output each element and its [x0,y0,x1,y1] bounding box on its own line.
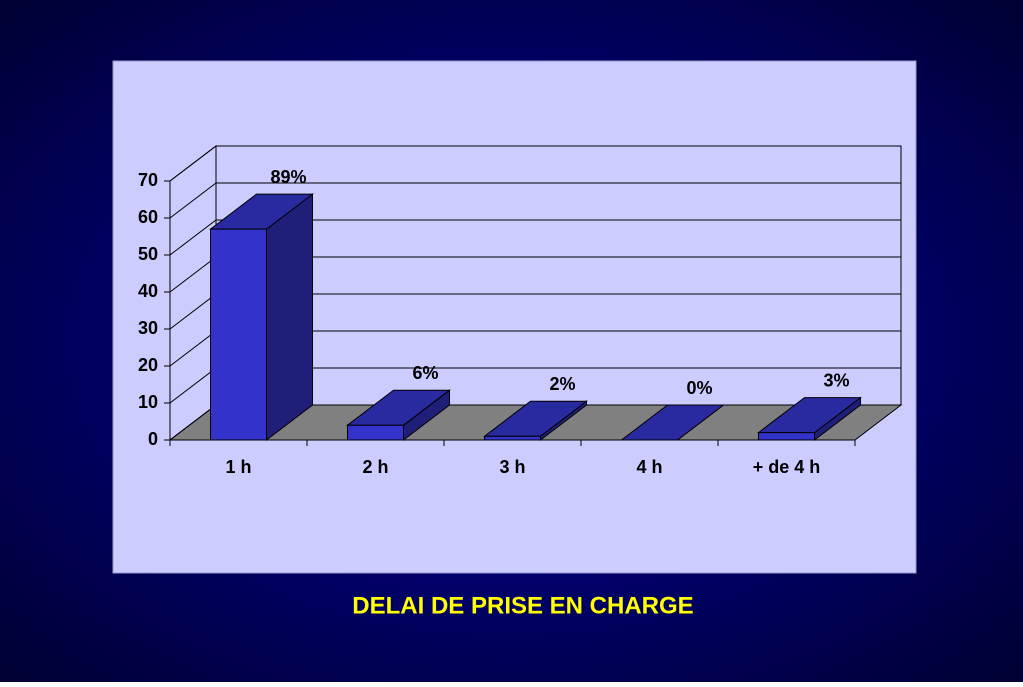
data-label: 3% [823,370,849,390]
grid-line [169,182,901,219]
x-tick-label: 1 h [225,457,251,477]
bar-side [266,193,313,442]
bar-front [758,432,815,441]
x-tick-label: 4 h [636,457,662,477]
x-tick-label: 3 h [499,457,525,477]
data-label: 6% [412,363,438,383]
chart-title: DELAI DE PRISE EN CHARGE [352,592,693,619]
bar-front [347,424,404,441]
y-tick-label: 40 [138,281,158,301]
bar [483,400,588,442]
y-tick-label: 70 [138,170,158,190]
x-tick-label: 2 h [362,457,388,477]
grid-line [169,145,901,182]
data-label: 89% [270,167,306,187]
y-tick-label: 60 [138,207,158,227]
bar-front [210,228,267,441]
grid-line [169,219,901,256]
bar-front [484,435,541,441]
data-label: 2% [549,374,575,394]
data-label: 0% [686,378,712,398]
bar [620,404,725,441]
y-tick-label: 10 [138,392,158,412]
x-tick-label: + de 4 h [753,457,821,477]
y-tick-label: 50 [138,244,158,264]
y-tick-label: 20 [138,355,158,375]
bar [209,193,314,442]
y-tick-label: 30 [138,318,158,338]
y-tick-label: 0 [148,429,158,449]
bar [757,396,862,442]
bar [346,389,451,442]
